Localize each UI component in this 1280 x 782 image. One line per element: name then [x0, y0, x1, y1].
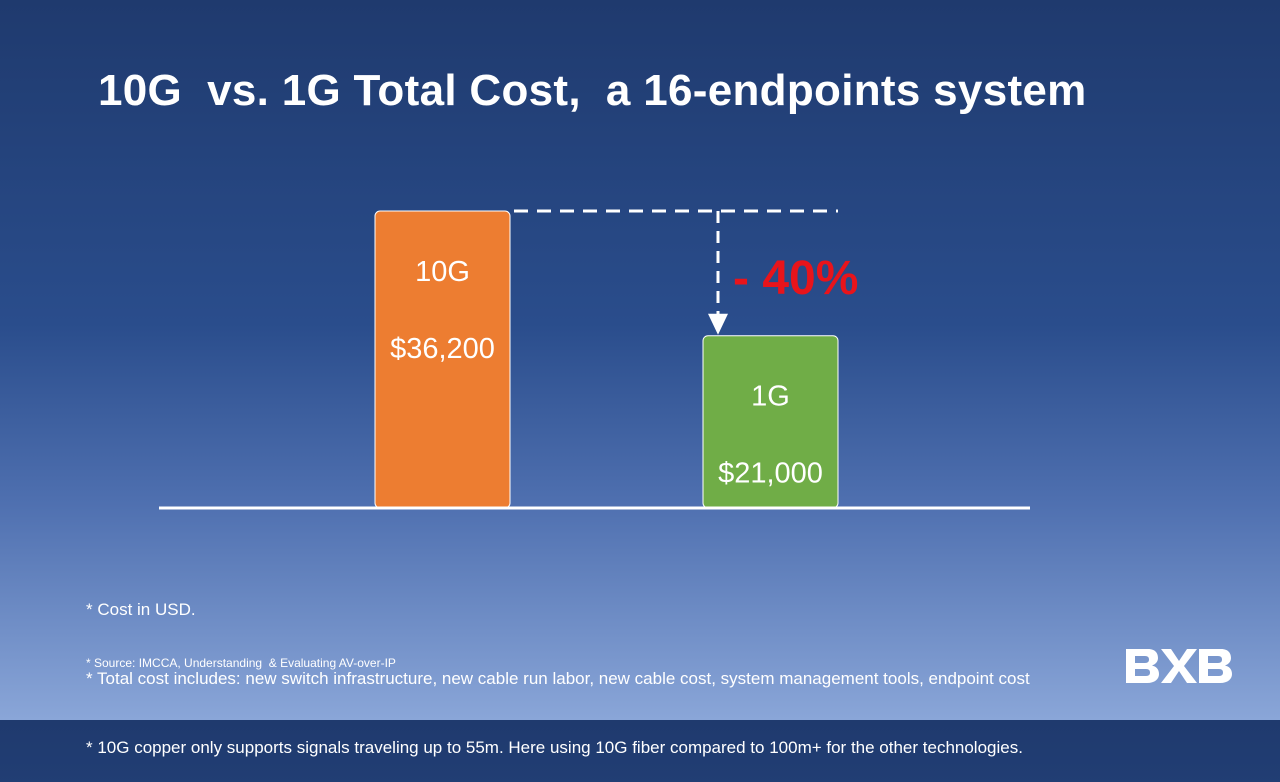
bar-value-label: $21,000: [718, 458, 823, 490]
bar-category-label: 10G: [415, 256, 470, 288]
footnote-currency: * Cost in USD.: [86, 600, 196, 619]
cost-bar-chart: 10G $36,200 1G $21,000 - 40%: [375, 211, 859, 508]
slide-title: 10G vs. 1G Total Cost, a 16-endpoints sy…: [98, 66, 1087, 115]
difference-percentage-label: - 40%: [733, 252, 858, 305]
arrow-down-icon: [708, 313, 728, 335]
source-note: * Source: IMCCA, Understanding & Evaluat…: [86, 656, 396, 670]
footnote-total-cost: * Total cost includes: new switch infras…: [86, 669, 1030, 688]
bar-value-label: $36,200: [390, 333, 495, 365]
footnote-copper-range: * 10G copper only supports signals trave…: [86, 738, 1023, 757]
bar-category-label: 1G: [751, 381, 790, 413]
bxb-logo: [1124, 647, 1234, 690]
